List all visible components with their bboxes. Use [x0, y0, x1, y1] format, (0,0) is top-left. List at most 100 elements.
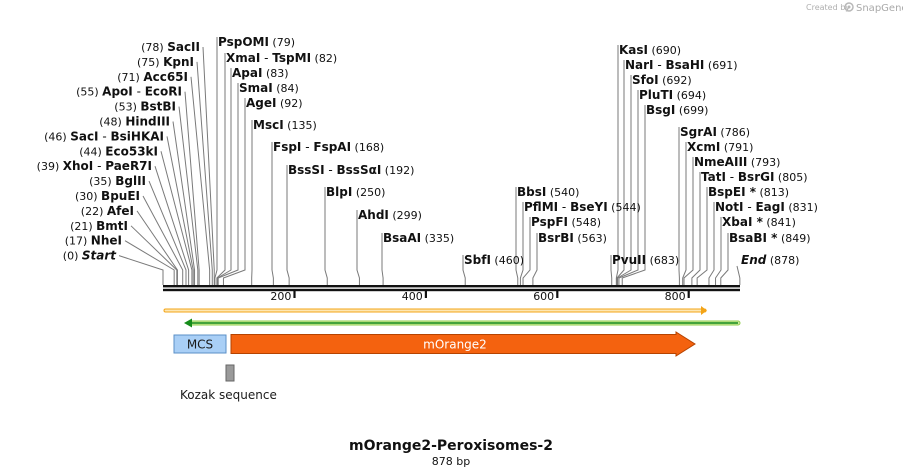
enzyme-name: KasI [619, 43, 648, 57]
enzyme-name: PspFI [531, 215, 568, 229]
site-pos: (22) [81, 205, 107, 218]
lead-blpi [324, 187, 328, 285]
site-apoi[interactable]: (55) ApoI - EcoRI [76, 85, 182, 99]
separator: - [744, 200, 756, 214]
site-bsgi[interactable]: BsgI (699) [646, 103, 708, 117]
site-sacii[interactable]: (78) SacII [141, 40, 200, 54]
site-ahdi[interactable]: AhdI (299) [358, 208, 422, 222]
ruler-label-400: 400 [402, 290, 423, 303]
site-eco53ki[interactable]: (44) Eco53kI [79, 144, 158, 158]
site-blpi[interactable]: BlpI (250) [326, 185, 385, 199]
enzyme-name-alt: BsrGI [738, 170, 775, 184]
lead-xcmi [682, 142, 687, 285]
lead-ahdi [356, 210, 360, 285]
separator: - [99, 129, 111, 143]
site-pvuii[interactable]: PvuII (683) [612, 253, 679, 267]
site-tati[interactable]: TatI - BsrGI (805) [701, 170, 808, 184]
enzyme-name: BmtI [96, 219, 128, 233]
lead-end [736, 265, 741, 285]
site-bbsi[interactable]: BbsI (540) [517, 185, 579, 199]
site-bsaai[interactable]: BsaAI (335) [383, 231, 454, 245]
site-pos: (786) [717, 126, 750, 139]
lead-acc65i [190, 76, 211, 285]
lead-bsrbi [532, 233, 538, 285]
enzyme-name: BbsI [517, 185, 546, 199]
site-bsssi[interactable]: BssSI - BssSαI (192) [288, 163, 414, 177]
site-pos: (831) [785, 201, 818, 214]
site-start[interactable]: (0) Start [63, 249, 117, 263]
site-sbfi[interactable]: SbfI (460) [464, 253, 524, 267]
site-nhei[interactable]: (17) NheI [65, 234, 122, 248]
lead-bsabi [720, 233, 729, 285]
site-pos: (79) [269, 36, 295, 49]
site-smai[interactable]: SmaI (84) [239, 81, 299, 95]
site-pos: (250) [352, 186, 385, 199]
site-xmai[interactable]: XmaI - TspMI (82) [226, 51, 337, 65]
map-title: mOrange2-Peroxisomes-2 [349, 438, 553, 454]
site-pos: (192) [381, 164, 414, 177]
site-nari[interactable]: NarI - BsaHI (691) [625, 58, 737, 72]
kozak-feature[interactable] [225, 364, 235, 382]
site-xbai[interactable]: XbaI * (841) [722, 215, 796, 229]
site-hindiii[interactable]: (48) HindIII [99, 115, 170, 129]
lead-fspi [271, 142, 274, 285]
site-pluti[interactable]: PluTI (694) [639, 88, 706, 102]
sequence-strand-bottom [163, 288, 740, 292]
site-apai[interactable]: ApaI (83) [232, 66, 289, 80]
enzyme-name: End [741, 253, 767, 267]
enzyme-name: XbaI * [722, 215, 764, 229]
orange-feature-arrowhead [701, 306, 707, 315]
kozak-label: Kozak sequence [180, 388, 277, 402]
site-pspomi[interactable]: PspOMI (79) [218, 35, 295, 49]
site-bsabi[interactable]: BsaBI * (849) [729, 231, 811, 245]
site-bpuei[interactable]: (30) BpuEI [75, 189, 140, 203]
enzyme-name-alt: EcoRI [145, 85, 182, 99]
enzyme-name: BglII [115, 174, 146, 188]
lead-pvuii [610, 255, 613, 285]
site-end[interactable]: End (878) [741, 253, 799, 267]
site-pos: (39) [37, 160, 63, 173]
site-pos: (46) [44, 130, 70, 143]
enzyme-name: BpuEI [101, 189, 140, 203]
enzyme-name: SfoI [632, 73, 659, 87]
site-pflmi[interactable]: PflMI - BseYI (544) [524, 200, 641, 214]
site-sfoi[interactable]: SfoI (692) [632, 73, 692, 87]
site-acc65i[interactable]: (71) Acc65I [117, 70, 188, 84]
site-pos: (0) [63, 250, 82, 263]
site-pos: (540) [546, 186, 579, 199]
site-bsrbi[interactable]: BsrBI (563) [538, 231, 607, 245]
enzyme-name: SbfI [464, 253, 491, 267]
site-pos: (44) [79, 145, 105, 158]
ruler-label-200: 200 [270, 290, 291, 303]
enzyme-name: BsgI [646, 103, 675, 117]
site-pspfi[interactable]: PspFI (548) [531, 215, 601, 229]
enzyme-name: AhdI [358, 208, 389, 222]
enzyme-name: SgrAI [680, 125, 717, 139]
morange2-feature[interactable] [230, 331, 696, 357]
site-msci[interactable]: MscI (135) [253, 118, 317, 132]
site-xhoi[interactable]: (39) XhoI - PaeR7I [37, 159, 152, 173]
site-afei[interactable]: (22) AfeI [81, 204, 134, 218]
site-xcmi[interactable]: XcmI (791) [687, 140, 753, 154]
site-kasi[interactable]: KasI (690) [619, 43, 681, 57]
site-nmeaiii[interactable]: NmeAIII (793) [694, 155, 780, 169]
site-noti[interactable]: NotI - EagI (831) [715, 200, 818, 214]
enzyme-name: NotI [715, 200, 744, 214]
site-kpni[interactable]: (75) KpnI [137, 55, 194, 69]
enzyme-name-alt: BseYI [570, 200, 608, 214]
site-bspei[interactable]: BspEI * (813) [708, 185, 789, 199]
site-agei[interactable]: AgeI (92) [246, 96, 303, 110]
site-sgrai[interactable]: SgrAI (786) [680, 125, 750, 139]
lead-pflmi [519, 202, 524, 285]
site-saci[interactable]: (46) SacI - BsiHKAI [44, 129, 164, 143]
site-fspi[interactable]: FspI - FspAI (168) [273, 140, 384, 154]
site-bmti[interactable]: (21) BmtI [70, 219, 128, 233]
site-pos: (690) [648, 44, 681, 57]
site-bglii[interactable]: (35) BglII [89, 174, 146, 188]
site-pos: (48) [99, 116, 125, 129]
enzyme-name: BsaBI * [729, 231, 778, 245]
site-pos: (793) [747, 156, 780, 169]
site-bstbi[interactable]: (53) BstBI [114, 100, 176, 114]
mcs-feature[interactable] [173, 334, 227, 354]
site-pos: (548) [568, 216, 601, 229]
